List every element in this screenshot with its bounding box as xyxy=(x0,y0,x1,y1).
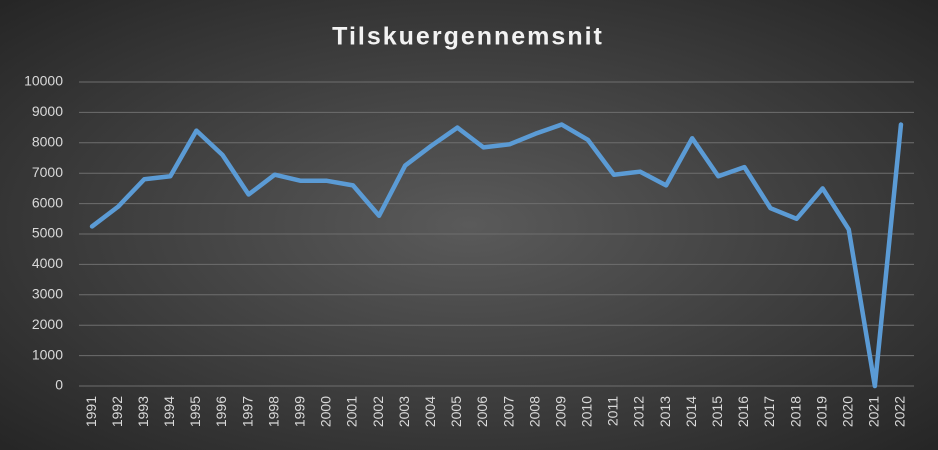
y-tick-label: 4000 xyxy=(32,255,63,271)
x-tick-label: 2004 xyxy=(422,396,438,427)
x-tick-label: 2017 xyxy=(761,396,777,427)
x-tick-label: 2014 xyxy=(683,396,699,427)
x-tick-label: 1993 xyxy=(135,396,151,427)
x-tick-label: 1991 xyxy=(83,396,99,427)
chart-title: Tilskuergennemsnit xyxy=(332,23,604,51)
x-tick-label: 2009 xyxy=(552,396,568,427)
x-tick-label: 2005 xyxy=(448,396,464,427)
data-line xyxy=(89,122,904,389)
y-tick-label: 10000 xyxy=(24,73,63,89)
x-tick-label: 2021 xyxy=(866,396,882,427)
x-tick-label: 2022 xyxy=(892,396,908,427)
x-tick-label: 2002 xyxy=(370,396,386,427)
x-tick-label: 2020 xyxy=(839,396,855,427)
x-tick-label: 2019 xyxy=(813,396,829,427)
y-tick-label: 5000 xyxy=(32,225,63,241)
y-tick-label: 8000 xyxy=(32,134,63,150)
x-tick-label: 2000 xyxy=(318,396,334,427)
x-tick-label: 2010 xyxy=(579,396,595,427)
x-tick-label: 1996 xyxy=(213,396,229,427)
x-tick-label: 1998 xyxy=(265,396,281,427)
x-tick-label: 2016 xyxy=(735,396,751,427)
x-tick-label: 2012 xyxy=(631,396,647,427)
y-tick-label: 3000 xyxy=(32,286,63,302)
x-tick-label: 1997 xyxy=(239,396,255,427)
x-tick-label: 2015 xyxy=(709,396,725,427)
x-tick-label: 1995 xyxy=(187,396,203,427)
x-tick-label: 1992 xyxy=(109,396,125,427)
x-tick-label: 2007 xyxy=(500,396,516,427)
x-tick-label: 1994 xyxy=(161,396,177,427)
y-tick-label: 7000 xyxy=(32,164,63,180)
x-tick-label: 2003 xyxy=(396,396,412,427)
y-tick-label: 0 xyxy=(55,377,63,393)
x-tick-label: 2013 xyxy=(657,396,673,427)
x-tick-label: 1999 xyxy=(292,396,308,427)
x-tick-label: 2018 xyxy=(787,396,803,427)
x-tick-label: 2001 xyxy=(344,396,360,427)
x-tick-label: 2011 xyxy=(605,396,621,426)
x-tick-label: 2006 xyxy=(474,396,490,427)
y-tick-label: 2000 xyxy=(32,316,63,332)
y-tick-label: 6000 xyxy=(32,194,63,210)
y-tick-label: 9000 xyxy=(32,103,63,119)
x-tick-label: 2008 xyxy=(526,396,542,427)
y-tick-label: 1000 xyxy=(32,346,63,362)
